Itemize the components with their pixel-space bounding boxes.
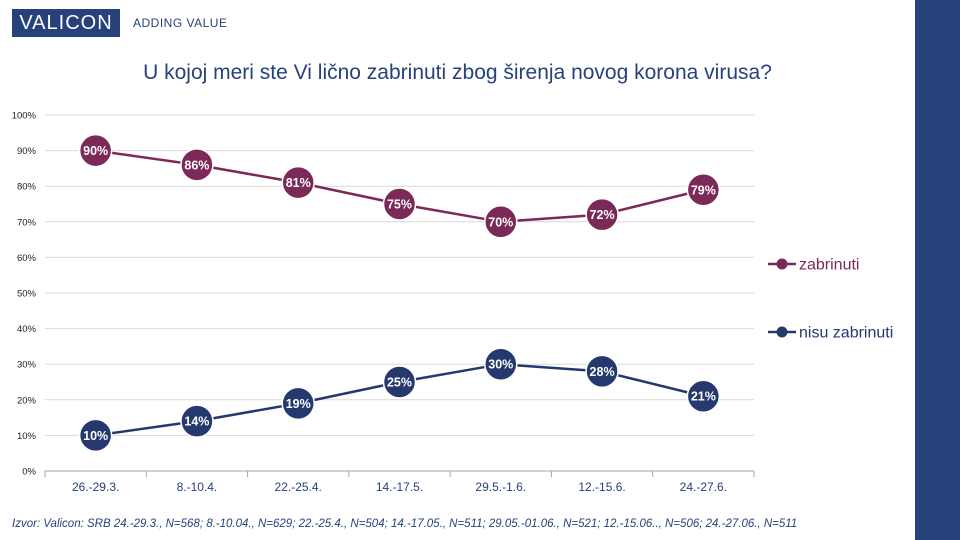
data-label: 25%	[387, 376, 412, 390]
y-tick-label: 60%	[17, 253, 37, 264]
data-label: 86%	[184, 158, 209, 172]
chart-title: U kojoj meri ste Vi lično zabrinuti zbog…	[143, 61, 772, 84]
legend-item: zabrinuti	[768, 257, 859, 274]
y-tick-label: 10%	[17, 431, 37, 442]
y-tick-label: 30%	[17, 360, 37, 371]
y-tick-label: 70%	[17, 217, 37, 228]
data-point	[180, 404, 214, 438]
data-point	[686, 173, 721, 207]
x-tick-label: 12.-15.6.	[578, 480, 625, 494]
x-tick-label: 22.-25.4.	[275, 480, 322, 494]
valicon-logo: VALICON	[12, 9, 120, 37]
data-point	[78, 133, 113, 168]
y-tick-label: 20%	[17, 395, 37, 406]
data-point	[686, 379, 721, 413]
data-label: 75%	[387, 198, 412, 212]
data-label: 14%	[184, 415, 209, 429]
x-tick-label: 14.-17.5.	[376, 480, 423, 494]
data-point	[585, 354, 619, 389]
data-label: 90%	[83, 144, 108, 158]
data-label: 72%	[590, 208, 615, 222]
y-axis-ticks: 0% 10% 20% 30% 40% 50% 60% 70% 80% 90% 100%	[12, 111, 37, 478]
data-point	[484, 347, 518, 381]
series-nisu-zabrinuti: 10% 14% 19% 25% 30% 28% 21%	[78, 347, 721, 453]
data-point	[281, 165, 315, 200]
x-axis: 26.-29.3. 8.-10.4. 22.-25.4. 14.-17.5. 29.5.…	[44, 470, 755, 494]
grid-lines	[45, 114, 754, 436]
data-point	[78, 418, 113, 453]
legend-label: zabrinuti	[799, 257, 859, 274]
data-point	[281, 386, 315, 421]
x-tick-label: 24.-27.6.	[680, 480, 727, 494]
data-label: 19%	[286, 397, 311, 411]
y-tick-label: 40%	[17, 324, 37, 335]
y-tick-label: 90%	[17, 146, 37, 157]
legend: zabrinuti nisu zabrinuti	[768, 257, 893, 342]
legend-label: nisu zabrinuti	[799, 325, 893, 342]
data-point	[382, 187, 417, 221]
data-label: 21%	[691, 390, 716, 404]
line-chart: 0% 10% 20% 30% 40% 50% 60% 70% 80% 90% 100% 26.-29…	[12, 111, 894, 495]
data-point	[180, 148, 214, 182]
y-tick-label: 80%	[17, 182, 37, 193]
data-point	[484, 205, 518, 239]
series-lines: 90% 86% 81% 75% 70% 72% 79% 10% 14% 19% 25% 30% 28% 2…	[78, 133, 721, 453]
x-tick-label: 29.5.-1.6.	[475, 480, 526, 494]
series-zabrinuti: 90% 86% 81% 75% 70% 72% 79%	[78, 133, 721, 239]
logo-tagline: ADDING VALUE	[133, 16, 228, 30]
x-tick-label: 26.-29.3.	[72, 480, 119, 494]
legend-marker	[776, 326, 788, 338]
source-footnote: Izvor: Valicon: SRB 24.-29.3., N=568; 8.…	[12, 518, 798, 530]
data-point	[382, 365, 417, 399]
x-tick-label: 8.-10.4.	[177, 480, 218, 494]
data-label: 30%	[488, 358, 513, 372]
y-tick-label: 50%	[17, 289, 37, 300]
data-label: 70%	[488, 215, 513, 229]
data-label: 28%	[590, 365, 615, 379]
y-tick-label: 0%	[22, 467, 36, 478]
y-tick-label: 100%	[12, 111, 37, 122]
data-point	[585, 197, 619, 232]
right-accent-bar	[915, 0, 960, 540]
data-label: 79%	[691, 183, 716, 197]
legend-item: nisu zabrinuti	[768, 325, 893, 342]
data-label: 81%	[286, 176, 311, 190]
legend-marker	[776, 258, 788, 270]
data-label: 10%	[83, 429, 108, 443]
